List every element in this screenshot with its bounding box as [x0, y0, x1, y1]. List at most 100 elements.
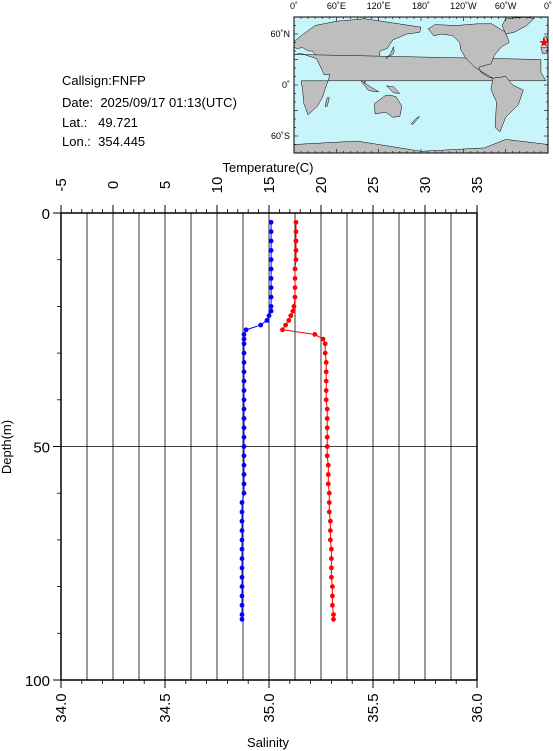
depth-tick-label: 50 [33, 440, 50, 457]
salinity-point [241, 336, 247, 342]
land-mass [501, 16, 535, 35]
date-label: Date: [62, 95, 94, 110]
series-group [239, 219, 336, 622]
temperature-point [312, 332, 318, 337]
map-lon-label: 0˚ [544, 1, 552, 11]
salinity-point [239, 500, 245, 505]
land-mass [360, 80, 380, 93]
date-value: 2025/09/17 01:13(UTC) [100, 95, 237, 110]
temperature-point [328, 528, 333, 533]
bottom-axis-label: Salinity [247, 735, 289, 750]
temperature-point [324, 434, 330, 440]
salinity-point [239, 537, 245, 543]
temperature-point [322, 341, 328, 347]
salinity-point [268, 229, 274, 235]
temperature-point [288, 313, 294, 319]
temperature-point [329, 574, 334, 580]
lon-value: 354.445 [98, 134, 146, 149]
salinity-point [239, 593, 245, 599]
temperature-point [325, 472, 331, 477]
salinity-point [241, 472, 247, 477]
depth-tick-label: 100 [25, 673, 50, 690]
temperature-point [331, 612, 336, 617]
salinity-point [241, 416, 247, 421]
depth-axis: 0 50 100 [25, 206, 61, 690]
salinity-tick-label: 34.5 [157, 693, 174, 722]
temperature-point [324, 416, 330, 421]
temperature-tick-label: 0 [105, 181, 122, 189]
temperature-point [292, 294, 298, 300]
land-mass [490, 76, 524, 133]
temperature-point [326, 509, 332, 515]
lon-line: Lon.: 354.445 [62, 134, 145, 149]
temperature-point [320, 336, 326, 342]
salinity-point [241, 444, 247, 449]
salinity-point [268, 257, 274, 263]
salinity-point [268, 308, 274, 314]
map-lon-label: 120˚E [367, 1, 391, 11]
land-mass [410, 116, 420, 125]
temperature-point [286, 318, 292, 323]
salinity-point [268, 248, 274, 253]
salinity-point [268, 276, 274, 281]
map-lon-label: 180˚ [412, 1, 430, 11]
temperature-point [280, 327, 285, 333]
temperature-tick-label: -5 [53, 178, 70, 191]
temperature-point [330, 593, 335, 599]
temperature-axis: -5 0 5 10 15 20 25 30 35 [53, 177, 486, 213]
lat-value: 49.721 [98, 115, 138, 130]
salinity-point [268, 285, 274, 291]
salinity-point [241, 350, 247, 356]
temperature-point [292, 276, 298, 281]
map-lat-label: 0˚ [282, 80, 290, 90]
map-lat-label: 60˚N [270, 29, 290, 39]
salinity-point [241, 425, 247, 431]
map-land [293, 16, 549, 154]
salinity-point [239, 518, 245, 524]
land-mass [385, 85, 401, 94]
temperature-point [322, 350, 328, 356]
temperature-tick-label: 30 [417, 177, 434, 194]
temperature-point [329, 565, 334, 571]
salinity-point [268, 219, 274, 225]
temperature-point [292, 266, 298, 272]
salinity-tick-label: 34.0 [53, 693, 70, 722]
depth-tick-label: 0 [42, 206, 50, 223]
temperature-tick-label: 25 [365, 177, 382, 194]
land-mass [324, 97, 330, 107]
land-mass [293, 53, 547, 116]
salinity-point [241, 453, 247, 459]
left-axis-label: Depth(m) [0, 420, 14, 474]
temperature-point [329, 546, 334, 552]
world-map: 0˚ 60˚E 120˚E 180˚ 120˚W 60˚W 0˚ 60˚N 0˚ 60˚S [270, 1, 552, 154]
salinity-point [239, 528, 245, 533]
lon-label: Lon.: [62, 134, 91, 149]
salinity-point [239, 602, 245, 608]
temperature-point [293, 248, 299, 253]
salinity-tick-label: 35.0 [261, 693, 278, 722]
salinity-point [241, 388, 247, 393]
land-mass [540, 47, 549, 54]
temperature-point [293, 219, 299, 225]
lat-line: Lat.: 49.721 [62, 115, 138, 130]
temperature-point [323, 378, 329, 384]
salinity-point [243, 327, 249, 333]
map-lat-label: 60˚S [271, 131, 290, 141]
salinity-point [239, 556, 245, 561]
temperature-point [283, 322, 288, 328]
salinity-point [266, 313, 272, 319]
temperature-point [326, 500, 332, 505]
temperature-tick-label: 35 [469, 177, 486, 194]
temperature-point [293, 229, 299, 235]
temperature-point [290, 308, 296, 314]
temperature-point [331, 616, 336, 622]
salinity-point [241, 341, 247, 347]
temperature-point [324, 453, 330, 459]
salinity-point [239, 574, 245, 580]
temperature-point [323, 397, 329, 403]
land-mass [427, 23, 510, 79]
temperature-point [293, 238, 299, 244]
salinity-point [268, 294, 274, 300]
salinity-point [239, 509, 245, 515]
